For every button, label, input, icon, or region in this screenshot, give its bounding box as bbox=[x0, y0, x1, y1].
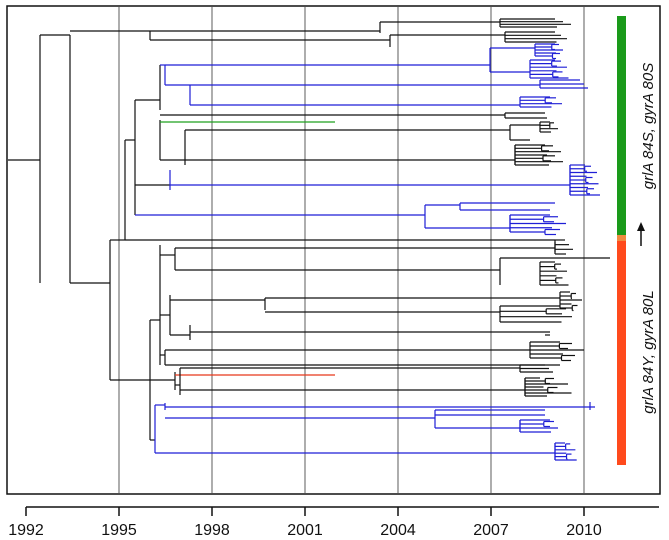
tick-label-2004: 2004 bbox=[380, 522, 416, 539]
plot-border bbox=[6, 5, 661, 495]
svg-text:grlA 84S, gyrA 80S: grlA 84S, gyrA 80S bbox=[640, 63, 657, 189]
tick-label-1995: 1995 bbox=[101, 522, 137, 539]
tree-branches bbox=[8, 18, 610, 461]
clade-label-red: grlA 84Y, gyrA 80L bbox=[640, 290, 657, 413]
tick-label-1992: 1992 bbox=[8, 522, 44, 539]
tick-label-2001: 2001 bbox=[287, 522, 323, 539]
clade-bar-green bbox=[617, 16, 626, 236]
clade-bars: grlA 84S, gyrA 80S grlA 84Y, gyrA 80L bbox=[617, 16, 657, 465]
junction-arrow bbox=[637, 222, 645, 246]
clade-bar-junction bbox=[617, 235, 626, 241]
clade-label-green: grlA 84S, gyrA 80S bbox=[640, 63, 657, 189]
svg-text:grlA 84Y, gyrA 80L: grlA 84Y, gyrA 80L bbox=[640, 290, 657, 413]
plot-frame bbox=[6, 5, 661, 495]
tick-label-2010: 2010 bbox=[566, 522, 602, 539]
clade-bar-red bbox=[617, 240, 626, 465]
tick-label-1998: 1998 bbox=[194, 522, 230, 539]
tick-label-2007: 2007 bbox=[473, 522, 509, 539]
axis-ticks: 1992 1995 1998 2001 2004 2007 2010 bbox=[8, 507, 602, 539]
year-gridlines bbox=[118, 7, 585, 493]
